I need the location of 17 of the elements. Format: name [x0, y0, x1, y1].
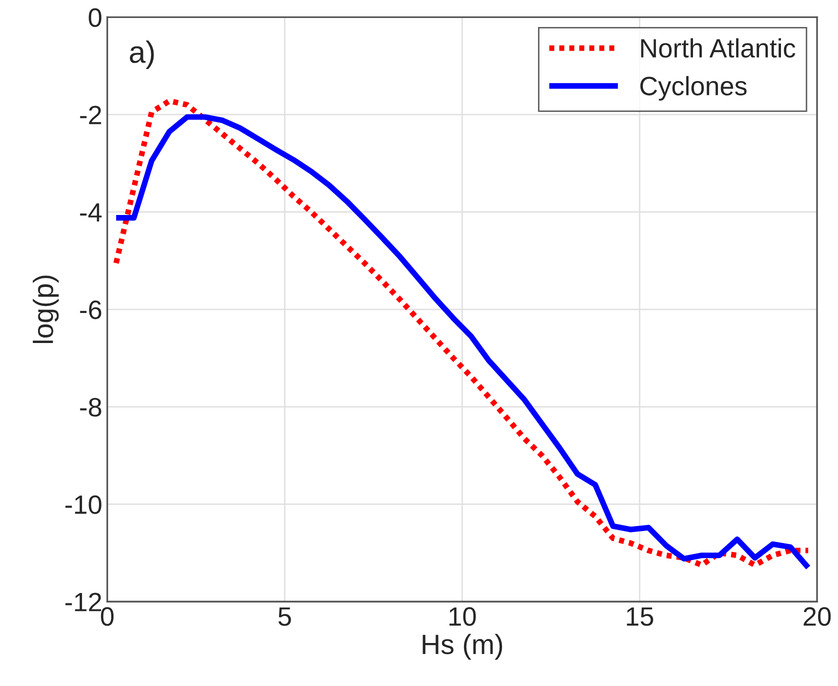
x-tick-label: 5 [278, 607, 291, 626]
y-tick-label: -8 [80, 398, 102, 417]
y-tick-label: -12 [65, 592, 102, 612]
legend-label: Cyclones [640, 76, 747, 101]
x-tick-label: 20 [804, 607, 831, 626]
y-tick-label: -4 [80, 203, 102, 222]
x-tick-label: 0 [100, 607, 114, 626]
x-tick-label: 10 [449, 607, 476, 626]
annotation: a) [130, 40, 154, 69]
x-tick-label: 15 [626, 607, 654, 626]
y-axis-title: log(p) [32, 276, 59, 344]
y-tick-label: -6 [80, 300, 102, 320]
x-axis-title: Hs (m) [422, 634, 502, 660]
y-tick-label: 0 [88, 8, 102, 27]
y-tick-label: -10 [65, 495, 102, 514]
legend-label: North Atlantic [641, 38, 796, 58]
y-tick-label: -2 [80, 106, 102, 124]
